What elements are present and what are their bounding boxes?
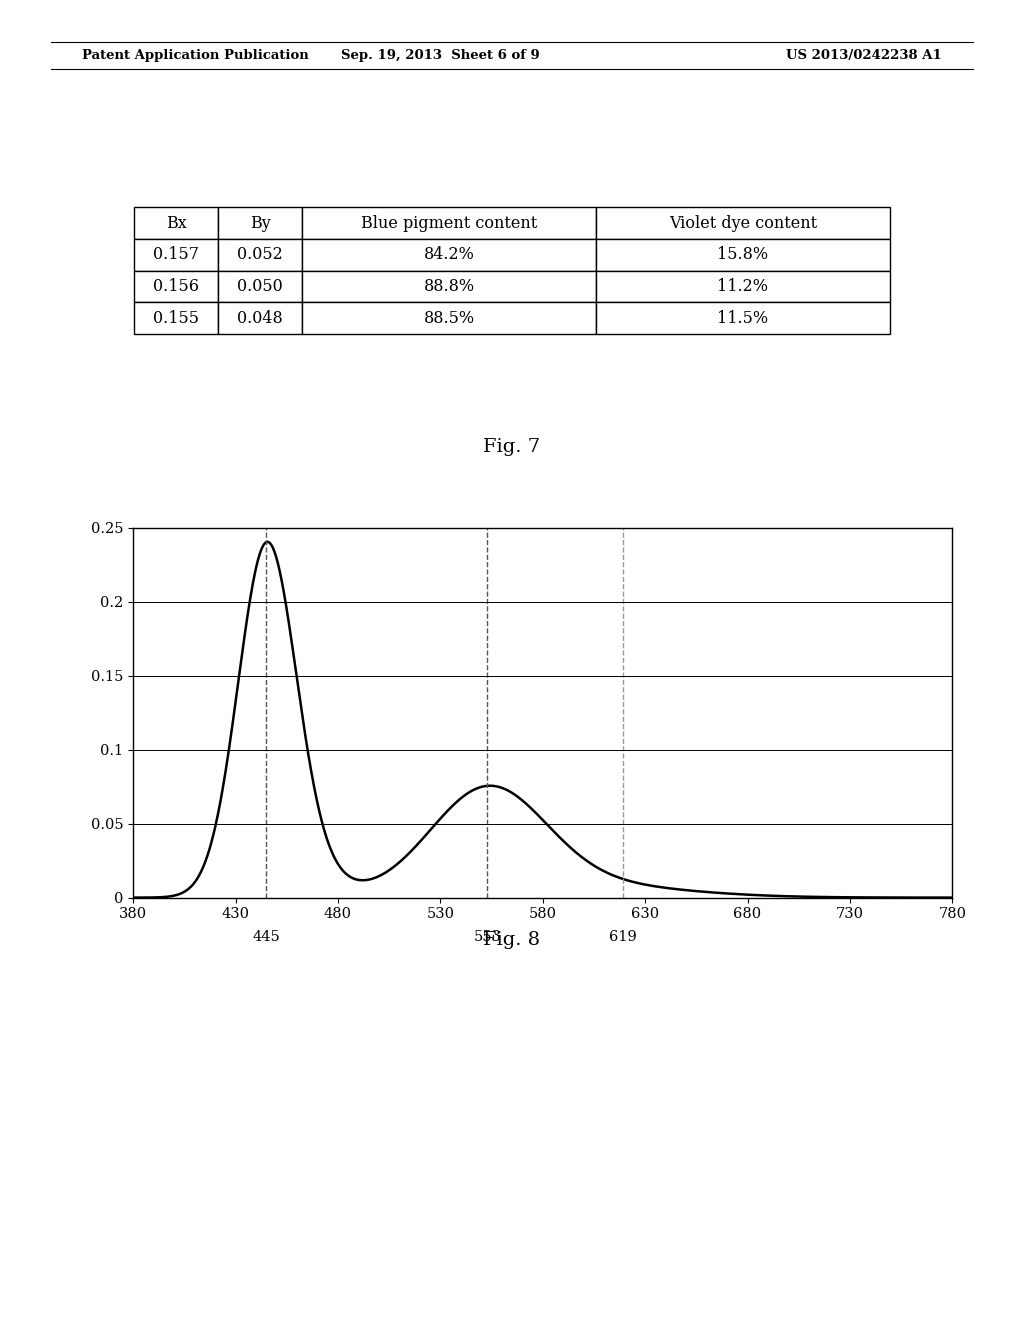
Text: 619: 619 bbox=[608, 931, 637, 944]
Text: Fig. 8: Fig. 8 bbox=[483, 931, 541, 949]
Text: Fig. 7: Fig. 7 bbox=[483, 438, 541, 457]
Text: US 2013/0242238 A1: US 2013/0242238 A1 bbox=[786, 49, 942, 62]
Text: 445: 445 bbox=[252, 931, 281, 944]
Text: 553: 553 bbox=[473, 931, 502, 944]
Text: Sep. 19, 2013  Sheet 6 of 9: Sep. 19, 2013 Sheet 6 of 9 bbox=[341, 49, 540, 62]
Text: Patent Application Publication: Patent Application Publication bbox=[82, 49, 308, 62]
